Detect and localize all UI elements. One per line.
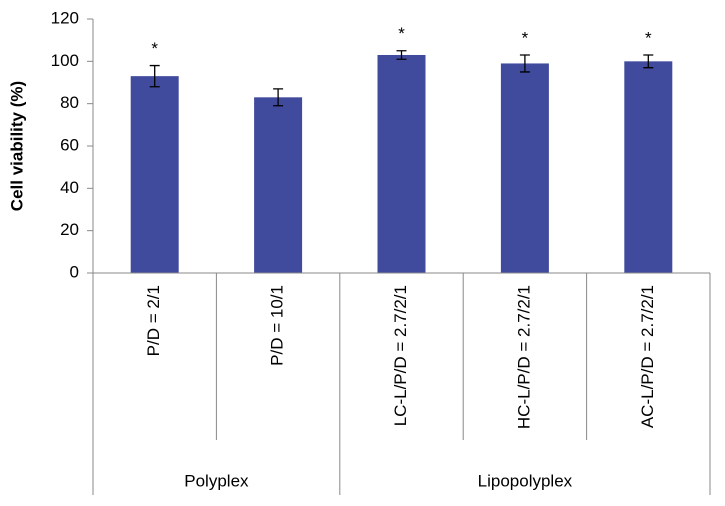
- x-tick-label: P/D = 2/1: [144, 285, 163, 356]
- group-label: Lipopolyplex: [478, 471, 573, 490]
- y-tick-label: 60: [60, 135, 79, 154]
- error-bar: [396, 50, 407, 60]
- group-label: Polyplex: [184, 471, 249, 490]
- y-tick-label: 20: [60, 220, 79, 239]
- bar: [377, 54, 426, 273]
- y-tick-label: 100: [51, 51, 79, 70]
- bar: [254, 97, 303, 273]
- bar: [130, 76, 179, 274]
- error-bar: [149, 64, 160, 88]
- bar: [624, 61, 673, 274]
- x-tick-label: AC-L/P/D = 2.7/2/1: [638, 285, 657, 428]
- error-bar: [643, 54, 654, 69]
- y-tick-label: 80: [60, 93, 79, 112]
- error-bar: [519, 54, 530, 73]
- bar: [500, 63, 549, 274]
- y-tick-label: 120: [51, 8, 79, 27]
- x-tick-label: P/D = 10/1: [268, 285, 287, 366]
- x-tick-label: LC-L/P/D = 2.7/2/1: [391, 285, 410, 426]
- y-axis-label: Cell viability (%): [7, 81, 26, 211]
- y-tick-label: 0: [70, 262, 79, 281]
- y-tick-label: 40: [60, 178, 79, 197]
- significance-mark: *: [398, 24, 405, 43]
- significance-mark: *: [151, 39, 158, 58]
- significance-mark: *: [645, 28, 652, 47]
- x-tick-label: HC-L/P/D = 2.7/2/1: [514, 285, 533, 429]
- error-bar: [273, 88, 284, 107]
- significance-mark: *: [522, 28, 529, 47]
